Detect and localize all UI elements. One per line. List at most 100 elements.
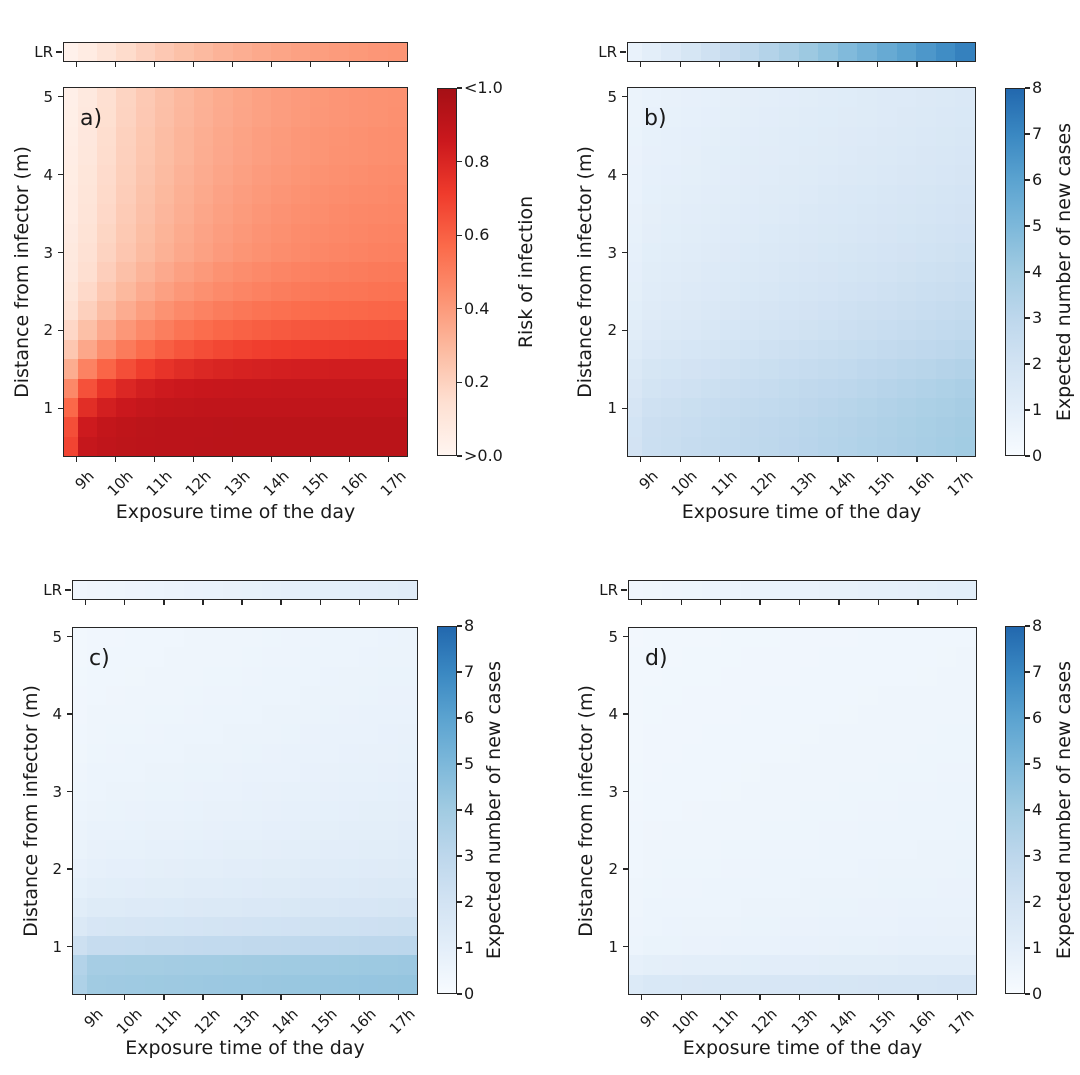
heatmap-cell [661, 262, 681, 282]
heatmap-cell [319, 705, 340, 725]
heatmap-cell [251, 204, 272, 224]
heatmap-cell [348, 339, 369, 360]
heatmap-cell [721, 936, 741, 956]
heatmap-cell [183, 647, 204, 667]
colorbar-label: Expected number of new cases [483, 660, 505, 960]
heatmap-cell [222, 897, 243, 917]
heatmap-cell [397, 820, 417, 840]
heatmap-cell [174, 107, 194, 127]
heatmap-cell [358, 705, 379, 725]
heatmap-cell [339, 782, 359, 802]
lr-strip-tick [620, 51, 626, 53]
heatmap-cell [642, 647, 663, 667]
heatmap-cell [876, 417, 897, 437]
y-axis-tick [58, 96, 63, 98]
heatmap-cell [397, 974, 417, 994]
heatmap-cell [877, 801, 898, 821]
heatmap-cell [251, 417, 272, 437]
heatmap-cell [917, 974, 937, 994]
heatmap-cell [739, 378, 760, 398]
heatmap-cell [368, 436, 388, 456]
heatmap-cell [164, 628, 184, 648]
heatmap-cell [642, 839, 663, 860]
heatmap-cell [779, 782, 800, 802]
heatmap-cell [760, 685, 780, 706]
heatmap-cell [876, 281, 897, 302]
heatmap-cell [319, 936, 340, 956]
y-axis-tick [623, 868, 628, 870]
heatmap-cell [642, 974, 663, 994]
heatmap-cell [271, 417, 291, 437]
heatmap-cell [876, 88, 897, 108]
heatmap-cell [319, 839, 340, 860]
heatmap-cell [661, 146, 681, 166]
heatmap-cell [222, 839, 243, 860]
heatmap-cell [348, 359, 369, 379]
heatmap-cell [680, 88, 701, 108]
heatmap-cell [203, 628, 223, 648]
heatmap-cell [681, 666, 702, 686]
heatmap-cell [387, 359, 407, 379]
heatmap-cell [164, 916, 184, 937]
heatmap-cell [837, 107, 858, 127]
heatmap-cell [779, 666, 800, 686]
heatmap-cell [86, 878, 107, 898]
heatmap-cell [329, 262, 349, 282]
heatmap-cell [818, 281, 838, 302]
heatmap-cell [897, 666, 918, 686]
heatmap-cell [681, 685, 702, 706]
heatmap-cell [739, 397, 760, 418]
lr-strip-cell [935, 43, 956, 61]
heatmap-cell [135, 146, 156, 166]
y-axis-tick [67, 713, 72, 715]
heatmap-cell [819, 955, 839, 975]
heatmap-cell [213, 417, 233, 437]
heatmap-cell [290, 165, 311, 185]
heatmap-cell [64, 417, 78, 437]
heatmap-cell [271, 242, 291, 263]
heatmap-cell [329, 126, 349, 147]
heatmap-cell [858, 878, 878, 898]
heatmap-cell [368, 262, 388, 282]
heatmap-cell [917, 878, 937, 898]
heatmap-cell [700, 320, 721, 340]
x-tick-label: 17h [945, 1005, 979, 1038]
heatmap-cell [798, 301, 819, 321]
heatmap-cell [629, 782, 643, 802]
heatmap-cell [837, 184, 858, 205]
heatmap-cell [387, 301, 407, 321]
heatmap-cell [916, 262, 936, 282]
heatmap-cell [397, 878, 417, 898]
heatmap-cell [135, 262, 156, 282]
heatmap-cell [261, 762, 281, 783]
heatmap-cell [387, 165, 407, 185]
heatmap-cell [916, 146, 936, 166]
heatmap-cell [86, 859, 107, 879]
lr-strip-axis-tick [679, 62, 681, 67]
heatmap-cell [916, 204, 936, 224]
heatmap-cell [662, 916, 682, 937]
x-tick-label: 15h [866, 1005, 900, 1038]
heatmap-cell [73, 762, 87, 783]
heatmap-cell [936, 839, 957, 860]
heatmap-cell [387, 146, 407, 166]
heatmap-cell [916, 339, 936, 360]
heatmap-cell [125, 724, 145, 744]
heatmap-cell [779, 974, 800, 994]
heatmap-cell [310, 204, 330, 224]
heatmap-cell [936, 743, 957, 763]
heatmap-cell [242, 916, 262, 937]
heatmap-cell [956, 743, 976, 763]
panel-letter: c) [89, 646, 110, 671]
heatmap-cell [628, 320, 642, 340]
heatmap-cell [701, 724, 722, 744]
heatmap-cell [876, 301, 897, 321]
heatmap-cell [641, 301, 662, 321]
colorbar-tick [1025, 901, 1030, 903]
heatmap-cell [397, 839, 417, 860]
heatmap-cell [760, 878, 780, 898]
colorbar-tick [457, 993, 462, 995]
heatmap-cell [319, 666, 340, 686]
heatmap-cell [164, 878, 184, 898]
